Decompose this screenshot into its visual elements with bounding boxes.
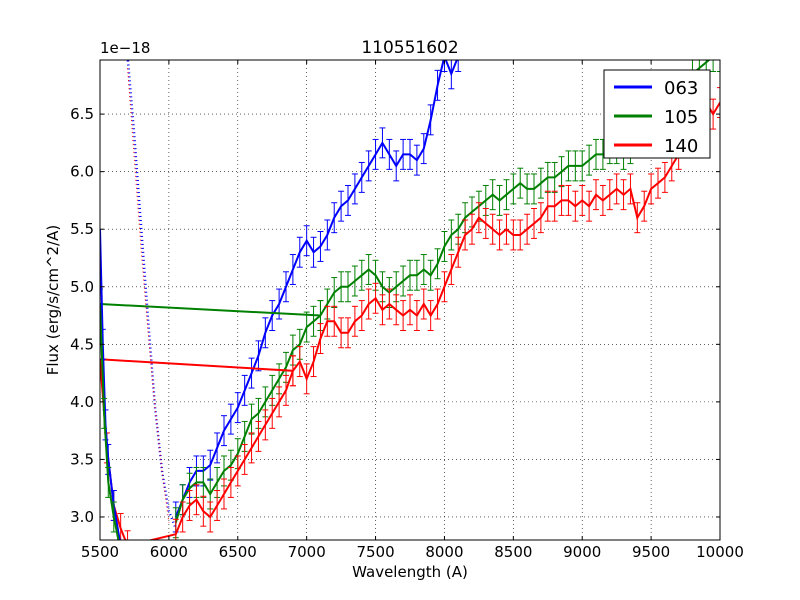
x-tick-label: 6000	[150, 543, 188, 561]
plot-area	[100, 60, 720, 540]
y-tick-label: 5.5	[70, 220, 94, 238]
x-tick-label: 9000	[563, 543, 601, 561]
series-140-line	[100, 101, 720, 382]
x-axis-label: Wavelength (A)	[352, 563, 468, 581]
x-tick-label: 8500	[494, 543, 532, 561]
offset-text: 1e−18	[100, 39, 150, 57]
legend-label-140: 140	[664, 136, 698, 157]
ticks: 5500 6000 6500 7000 7500 8000 8500 9000 9500 1000…	[70, 60, 744, 561]
series-140-model-curve	[127, 68, 170, 523]
legend-label-105: 105	[664, 107, 698, 128]
y-tick-label: 4.0	[70, 393, 94, 411]
legend: 063 105 140	[603, 69, 711, 159]
y-tick-label: 5.0	[70, 278, 94, 296]
chart-title: 110551602	[361, 38, 458, 58]
axes-frame	[99, 59, 721, 541]
y-axis-label: Flux (erg/s/cm^2/A)	[44, 225, 62, 376]
series-105-lower-line	[174, 314, 322, 523]
x-tick-label: 10000	[696, 543, 744, 561]
y-tick-label: 6.0	[70, 163, 94, 181]
x-tick-label: 6500	[219, 543, 257, 561]
series-140-lower-line	[100, 359, 294, 540]
legend-label-063: 063	[664, 78, 698, 99]
legend-box	[603, 69, 711, 159]
series-063-line	[174, 60, 458, 518]
x-tick-label: 5500	[81, 543, 119, 561]
y-tick-label: 3.0	[70, 508, 94, 526]
y-tick-label: 6.5	[70, 105, 94, 123]
x-tick-label: 7500	[356, 543, 394, 561]
series-063-left-line	[100, 229, 121, 540]
y-tick-label: 3.5	[70, 450, 94, 468]
x-tick-label: 9500	[632, 543, 670, 561]
series-063-model-curve	[126, 60, 177, 529]
x-tick-label: 7000	[288, 543, 326, 561]
x-tick-label: 8000	[425, 543, 463, 561]
y-tick-label: 4.5	[70, 335, 94, 353]
